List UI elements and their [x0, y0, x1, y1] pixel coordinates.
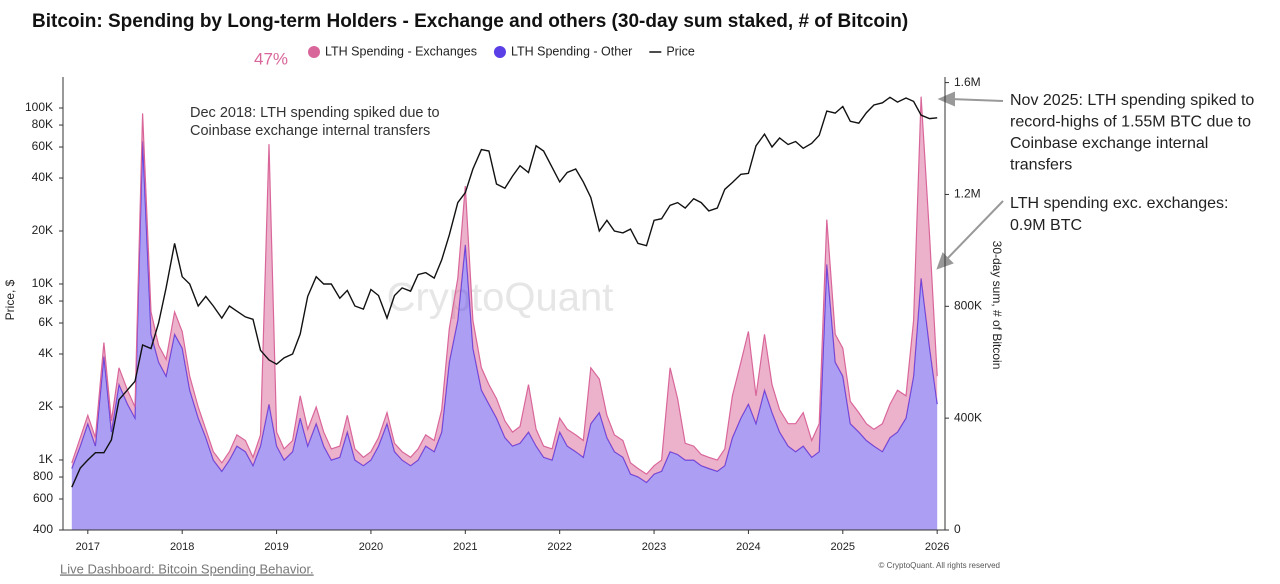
- y-tick-label: 80K: [32, 117, 53, 131]
- annotation: LTH spending exc. exchanges:: [1010, 195, 1229, 212]
- watermark: CryptoQuant: [387, 276, 614, 320]
- annotation: transfers: [1010, 157, 1072, 174]
- legend-label: LTH Spending - Exchanges: [325, 44, 477, 58]
- x-tick-label: 2019: [264, 541, 288, 553]
- y-tick-label: 400: [33, 522, 53, 536]
- annotation: record-highs of 1.55M BTC due to: [1010, 114, 1251, 131]
- y-tick-label: 800: [33, 469, 53, 483]
- y-axis-title: Price, $: [3, 279, 17, 320]
- annotation: Nov 2025: LTH spending spiked to: [1010, 92, 1254, 109]
- y-tick-label: 8K: [38, 293, 53, 307]
- legend-note: 47%: [254, 49, 288, 68]
- legend-swatch: [493, 46, 506, 58]
- annotation: Coinbase exchange internal transfers: [190, 123, 430, 139]
- y2-tick-label: 800K: [954, 298, 982, 312]
- x-tick-label: 2017: [76, 541, 100, 553]
- y-tick-label: 4K: [38, 346, 53, 360]
- y-tick-label: 6K: [38, 315, 53, 329]
- x-tick-label: 2021: [453, 541, 477, 553]
- price-line: [71, 96, 938, 488]
- y2-tick-label: 400K: [954, 410, 982, 424]
- arrowhead: [937, 91, 955, 107]
- y-tick-label: 1K: [38, 452, 53, 466]
- x-tick-label: 2018: [170, 541, 194, 553]
- area-edge: [71, 96, 938, 475]
- x-tick-label: 2020: [359, 541, 383, 553]
- y2-tick-label: 0: [954, 522, 961, 536]
- y-tick-label: 60K: [32, 139, 53, 153]
- legend-swatch: [308, 46, 320, 58]
- y-tick-label: 20K: [32, 223, 53, 237]
- y2-tick-label: 1.2M: [954, 187, 981, 201]
- dashboard-link[interactable]: Live Dashboard: Bitcoin Spending Behavio…: [60, 561, 314, 576]
- x-tick-label: 2025: [831, 541, 855, 553]
- legend-label: LTH Spending - Other: [511, 44, 632, 58]
- x-tick-label: 2026: [925, 541, 949, 553]
- x-tick-label: 2022: [547, 541, 571, 553]
- y-tick-label: 600: [33, 491, 53, 505]
- legend-label: Price: [666, 44, 695, 58]
- plot-area: [71, 96, 938, 531]
- y-tick-label: 100K: [25, 100, 53, 114]
- area: [71, 141, 938, 531]
- annotation: Coinbase exchange internal: [1010, 135, 1208, 152]
- y2-axis-title: 30-day sum, # of Bitcoin: [990, 241, 1004, 370]
- arrow: [944, 200, 1004, 262]
- annotation: Dec 2018: LTH spending spiked due to: [190, 105, 440, 121]
- x-tick-label: 2024: [736, 541, 760, 553]
- y-tick-label: 40K: [32, 170, 53, 184]
- chart-title: Bitcoin: Spending by Long-term Holders -…: [32, 11, 908, 32]
- y2-tick-label: 1.6M: [954, 75, 981, 89]
- y-tick-label: 2K: [38, 399, 53, 413]
- x-tick-label: 2023: [642, 541, 666, 553]
- y-tick-label: 10K: [32, 276, 53, 290]
- annotation: 0.9M BTC: [1010, 217, 1082, 234]
- copyright: © CryptoQuant. All rights reserved: [879, 561, 1001, 570]
- arrow: [949, 98, 1004, 102]
